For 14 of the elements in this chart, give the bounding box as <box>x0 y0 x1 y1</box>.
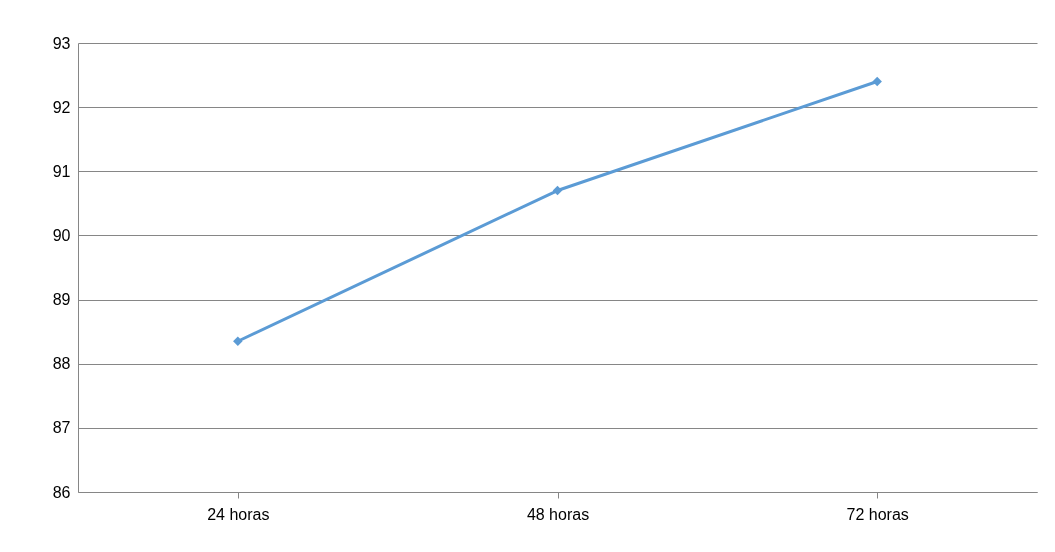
y-tick-label: 91 <box>52 162 71 180</box>
y-tick-label: 87 <box>52 419 71 437</box>
x-tick-label: 48 horas <box>526 505 590 523</box>
y-tick-label: 90 <box>52 226 71 244</box>
y-tick-label: 86 <box>52 483 71 501</box>
x-tick-label: 72 horas <box>846 505 909 523</box>
y-tick-label: 88 <box>52 355 71 373</box>
point <box>233 336 243 347</box>
point <box>552 185 563 196</box>
y-tick-label: 92 <box>52 98 71 116</box>
y-tick-label: 93 <box>52 34 71 52</box>
point <box>872 76 882 87</box>
x-tick-label: 24 horas <box>207 505 270 523</box>
y-tick-label: 89 <box>52 291 71 309</box>
